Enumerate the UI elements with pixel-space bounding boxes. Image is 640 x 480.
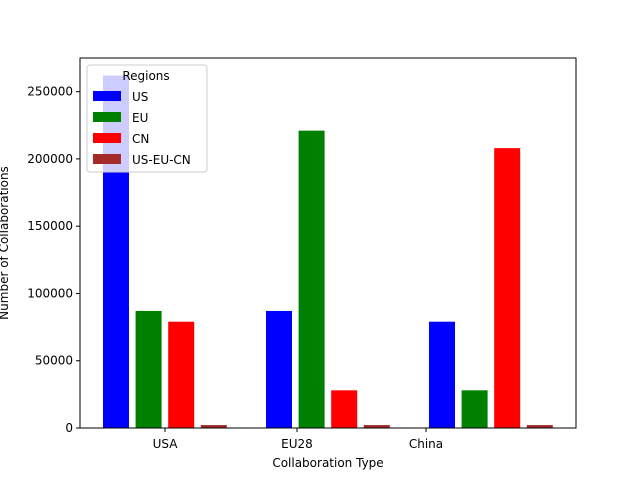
bar-cn-eu28 <box>331 390 358 428</box>
bar-us-eu-cn-usa <box>200 425 227 428</box>
legend-label: US-EU-CN <box>132 153 191 167</box>
bar-cn-china <box>494 148 521 429</box>
y-axis: 0 50000 100000 150000 200000 250000 <box>27 85 80 435</box>
y-tick-label: 100000 <box>27 286 73 300</box>
y-tick-label: 150000 <box>27 219 73 233</box>
y-tick-label: 0 <box>65 421 73 435</box>
bar-eu-eu28 <box>298 130 325 428</box>
legend-swatch <box>93 112 121 122</box>
bars-layer <box>103 75 553 429</box>
x-tick-label: USA <box>153 437 179 451</box>
legend: Regions US EU CN US-EU-CN <box>86 64 208 173</box>
legend-title: Regions <box>122 69 169 83</box>
y-tick-label: 200000 <box>27 152 73 166</box>
legend-label: EU <box>132 111 148 125</box>
legend-swatch <box>93 133 121 143</box>
x-tick-label: EU28 <box>281 437 313 451</box>
bar-us-eu-cn-china <box>526 425 553 428</box>
bar-us-china <box>429 321 455 428</box>
legend-swatch <box>93 154 121 164</box>
x-tick-label: China <box>409 437 443 451</box>
bar-cn-usa <box>168 321 195 428</box>
plot-frame <box>79 57 577 429</box>
legend-swatch <box>93 91 121 101</box>
legend-label: US <box>132 90 148 104</box>
bar-eu-china <box>461 390 488 428</box>
y-tick-label: 250000 <box>27 85 73 99</box>
bar-us-eu28 <box>266 310 292 428</box>
bar-us-eu-cn-eu28 <box>363 425 390 428</box>
y-tick-label: 50000 <box>35 354 73 368</box>
legend-label: CN <box>132 132 149 146</box>
x-axis-label: Collaboration Type <box>272 456 383 470</box>
x-axis: USA EU28 China <box>153 428 443 451</box>
y-axis-label: Number of Collaborations <box>0 166 11 320</box>
bar-eu-usa <box>135 310 162 428</box>
